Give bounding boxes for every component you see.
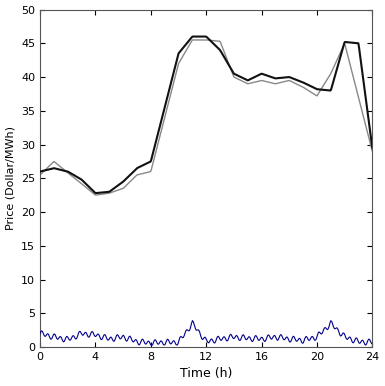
Y-axis label: Price (Dollar/MWh): Price (Dollar/MWh) xyxy=(5,126,15,230)
X-axis label: Time (h): Time (h) xyxy=(180,367,233,381)
